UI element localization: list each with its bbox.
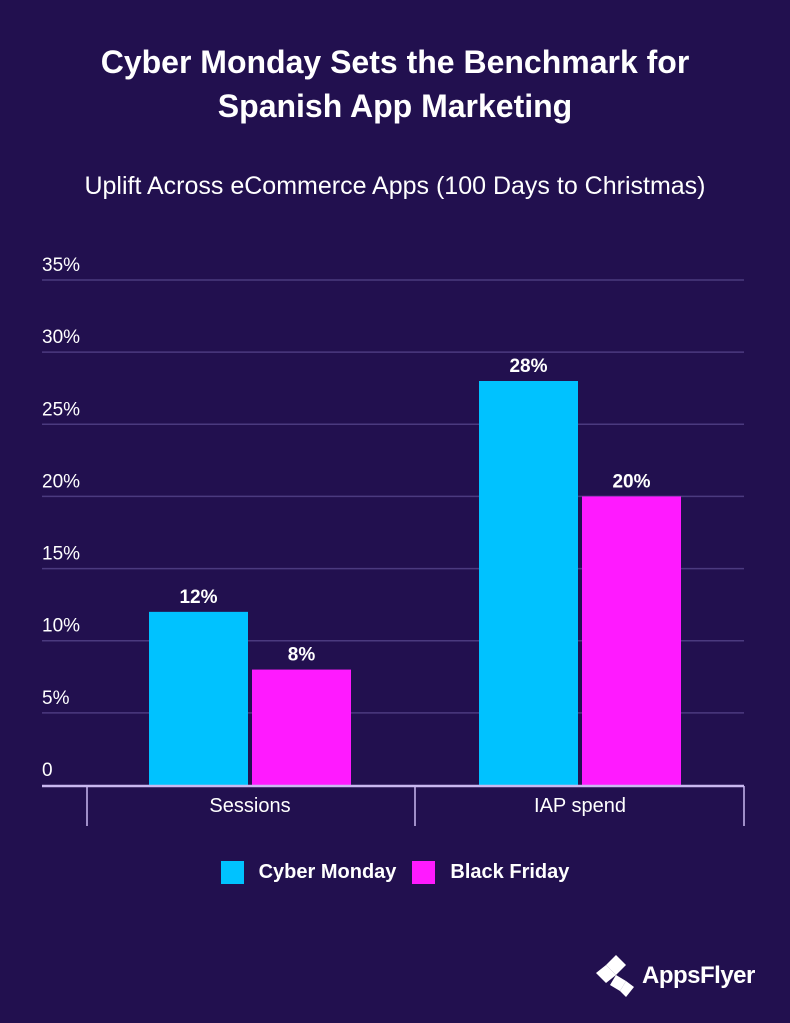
bar-cyber-monday: [149, 611, 248, 785]
legend-item-cyber-monday[interactable]: Cyber Monday: [220, 861, 397, 884]
chart-subtitle: Uplift Across eCommerce Apps (100 Days t…: [84, 172, 706, 200]
y-tick-label: 20%: [42, 471, 80, 492]
chart-title: Cyber Monday Sets the Benchmark for Span…: [0, 40, 790, 128]
logo-text: AppsFlyer: [642, 962, 755, 989]
y-tick-label: 25%: [42, 399, 80, 420]
x-tick-label: Sessions: [209, 795, 290, 817]
appsflyer-logo: AppsFlyer: [596, 955, 755, 997]
bar-cyber-monday: [479, 381, 578, 785]
data-label: 20%: [612, 471, 650, 492]
legend: Cyber Monday Black Friday: [0, 861, 790, 884]
chart-title-line-2: Spanish App Marketing: [217, 88, 573, 124]
y-tick-label: 30%: [42, 327, 80, 348]
y-tick-label: 5%: [42, 688, 70, 709]
legend-swatch-cyber-monday: [220, 861, 244, 884]
y-axis-ticks: 0 5% 10% 15% 20% 25% 30% 35%: [42, 255, 80, 781]
legend-item-black-friday[interactable]: Black Friday: [412, 861, 569, 884]
y-tick-label: 0: [42, 760, 53, 781]
bar-black-friday: [252, 669, 351, 785]
x-tick-label: IAP spend: [534, 795, 626, 817]
bars: [149, 381, 681, 785]
x-axis: Sessions IAP spend: [42, 784, 745, 826]
data-label: 12%: [179, 587, 217, 608]
data-labels: 12% 8% 28% 20%: [179, 356, 650, 666]
bar-black-friday: [582, 496, 681, 785]
data-label: 8%: [288, 645, 316, 666]
legend-label: Cyber Monday: [258, 861, 397, 883]
legend-label: Black Friday: [450, 861, 570, 883]
appsflyer-logo-icon: [596, 955, 634, 997]
chart-title-line-1: Cyber Monday Sets the Benchmark for: [100, 44, 690, 80]
y-tick-label: 10%: [42, 616, 80, 637]
data-label: 28%: [509, 356, 547, 377]
y-tick-label: 35%: [42, 255, 80, 276]
y-tick-label: 15%: [42, 544, 80, 565]
legend-swatch-black-friday: [412, 861, 436, 884]
